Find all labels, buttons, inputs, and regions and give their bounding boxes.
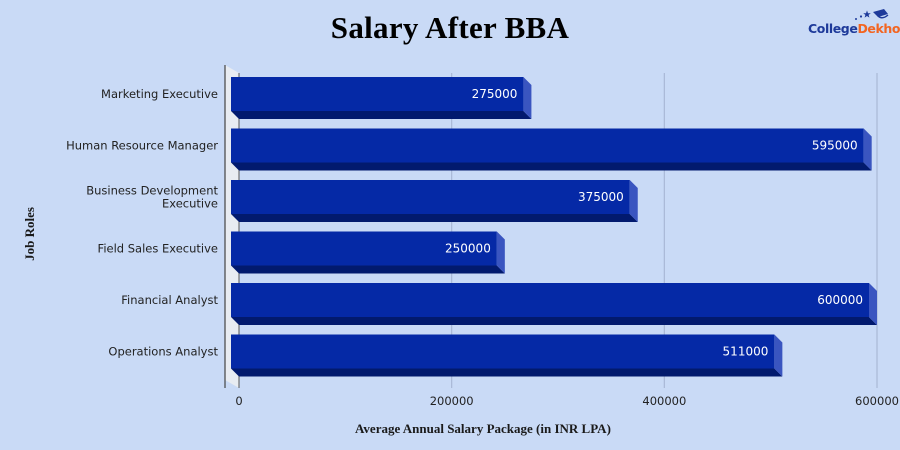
- bar-4: 250000: [231, 231, 505, 274]
- collegedekho-logo: CollegeDekho: [808, 8, 900, 38]
- y-category-label: Field Sales Executive: [98, 242, 218, 256]
- value-label: 375000: [578, 190, 624, 204]
- y-category-label: Operations Analyst: [108, 345, 218, 359]
- bar-6: 511000: [231, 334, 783, 377]
- y-category-label: Marketing Executive: [101, 87, 218, 101]
- x-tick-label: 200000: [430, 394, 474, 408]
- bar-1: 275000: [231, 77, 532, 119]
- x-tick-label: 600000: [855, 394, 899, 408]
- y-axis-title: Job Roles: [22, 207, 37, 261]
- y-category-label: Executive: [162, 197, 218, 211]
- x-tick-label: 400000: [642, 394, 686, 408]
- x-tick-label: 0: [235, 394, 242, 408]
- value-label: 250000: [445, 242, 491, 256]
- stars-graduation-cap-icon: [855, 9, 889, 20]
- y-category-label: Financial Analyst: [121, 293, 218, 307]
- bar-3: 375000: [231, 180, 638, 222]
- chart-title: Salary After BBA: [330, 10, 570, 45]
- y-category-label: Business Development: [86, 184, 218, 198]
- value-label: 595000: [812, 139, 858, 153]
- value-label: 275000: [472, 87, 518, 101]
- bar-5: 600000: [231, 283, 877, 325]
- y-category-label: Human Resource Manager: [66, 139, 218, 153]
- value-label: 511000: [723, 345, 769, 359]
- value-label: 600000: [817, 293, 863, 307]
- x-axis-title: Average Annual Salary Package (in INR LP…: [355, 421, 611, 436]
- bar-2: 595000: [231, 128, 872, 171]
